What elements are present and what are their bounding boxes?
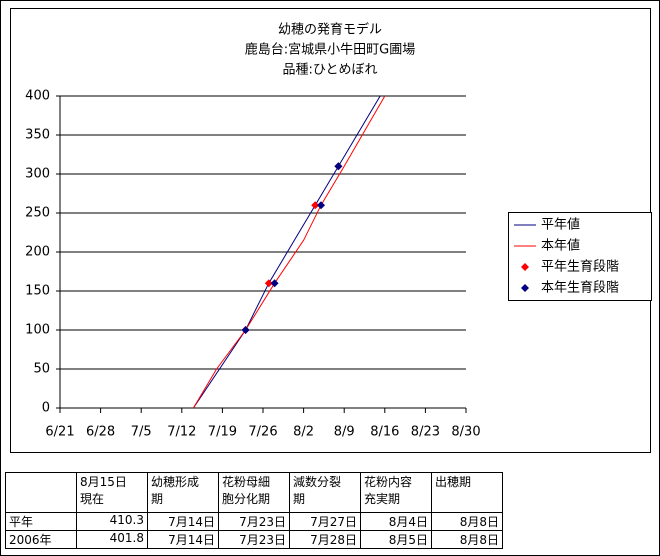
x-tick-label: 8/30 bbox=[451, 425, 480, 440]
legend-label: 平年生育段階 bbox=[541, 259, 619, 275]
table-cell: 410.3 bbox=[76, 512, 148, 531]
x-tick-label: 8/2 bbox=[293, 425, 314, 440]
y-tick-label: 350 bbox=[25, 128, 50, 143]
table-cell: 7月23日 bbox=[218, 512, 290, 531]
y-tick-label: 100 bbox=[25, 323, 50, 338]
y-tick-label: 150 bbox=[25, 284, 50, 299]
x-tick-label: 8/16 bbox=[370, 425, 399, 440]
y-tick-label: 250 bbox=[25, 206, 50, 221]
table-cell: 8月15日 現在 bbox=[76, 472, 148, 513]
table-cell: 2006年 bbox=[5, 530, 77, 549]
table-cell: 7月27日 bbox=[289, 512, 361, 531]
data-point bbox=[311, 201, 320, 210]
series-line bbox=[192, 96, 381, 408]
table-cell: 7月23日 bbox=[218, 530, 290, 549]
x-tick-label: 8/9 bbox=[334, 425, 355, 440]
x-tick-label: 7/26 bbox=[248, 425, 277, 440]
table-cell: 出穂期 bbox=[431, 472, 503, 513]
table-cell: 花粉内容 充実期 bbox=[360, 472, 432, 513]
data-point bbox=[334, 162, 343, 171]
legend-label: 平年値 bbox=[541, 217, 580, 233]
legend-swatch bbox=[521, 263, 529, 271]
legend bbox=[508, 212, 652, 301]
data-point bbox=[317, 201, 325, 210]
x-tick-label: 7/19 bbox=[208, 425, 237, 440]
table-cell: 8月5日 bbox=[360, 530, 432, 549]
x-tick-label: 6/21 bbox=[45, 425, 74, 440]
table-cell bbox=[5, 472, 77, 513]
table-cell: 8月8日 bbox=[431, 530, 503, 549]
x-tick-label: 7/5 bbox=[131, 425, 152, 440]
y-tick-label: 400 bbox=[25, 89, 50, 104]
table-cell: 7月14日 bbox=[147, 530, 219, 549]
table-row: 2006年 401.8 7月14日 7月23日 7月28日 8月5日 8月8日 bbox=[5, 530, 503, 549]
x-tick-label: 7/12 bbox=[167, 425, 196, 440]
chart-title: 幼穂の発育モデル bbox=[278, 22, 382, 38]
table-row: 平年 410.3 7月14日 7月23日 7月27日 8月4日 8月8日 bbox=[5, 512, 503, 531]
table-cell: 8月4日 bbox=[360, 512, 432, 531]
data-point bbox=[270, 279, 279, 288]
y-tick-label: 300 bbox=[25, 167, 50, 182]
data-table: 8月15日 現在 幼穂形成 期花粉母細 胞分化期 減数分裂 期花粉内容 充実期 出穂期… bbox=[5, 472, 503, 549]
legend-label: 本年生育段階 bbox=[541, 280, 619, 296]
table-cell: 減数分裂 期 bbox=[289, 472, 361, 513]
legend-swatch bbox=[521, 284, 529, 292]
chart-subtitle: 品種:ひとめぼれ bbox=[283, 62, 378, 78]
table-row: 8月15日 現在 幼穂形成 期花粉母細 胞分化期 減数分裂 期花粉内容 充実期 出穂期 bbox=[5, 472, 503, 513]
x-tick-label: 6/28 bbox=[86, 425, 115, 440]
data-point bbox=[241, 326, 250, 334]
y-tick-label: 50 bbox=[33, 362, 50, 377]
y-tick-label: 200 bbox=[25, 245, 50, 260]
chart-subtitle: 鹿島台:宮城県小牛田町G圃場 bbox=[245, 42, 415, 58]
table-cell: 7月14日 bbox=[147, 512, 219, 531]
table-cell: 401.8 bbox=[76, 530, 148, 549]
legend-label: 本年値 bbox=[541, 238, 580, 254]
data-point bbox=[264, 279, 273, 288]
table-cell: 幼穂形成 期 bbox=[147, 472, 219, 513]
table-cell: 7月28日 bbox=[289, 530, 361, 549]
table-cell: 8月8日 bbox=[431, 512, 503, 531]
table-cell: 花粉母細 胞分化期 bbox=[218, 472, 290, 513]
table-cell: 平年 bbox=[5, 512, 77, 531]
series-line bbox=[192, 96, 386, 408]
y-tick-label: 0 bbox=[42, 401, 50, 416]
x-tick-label: 8/23 bbox=[411, 425, 440, 440]
